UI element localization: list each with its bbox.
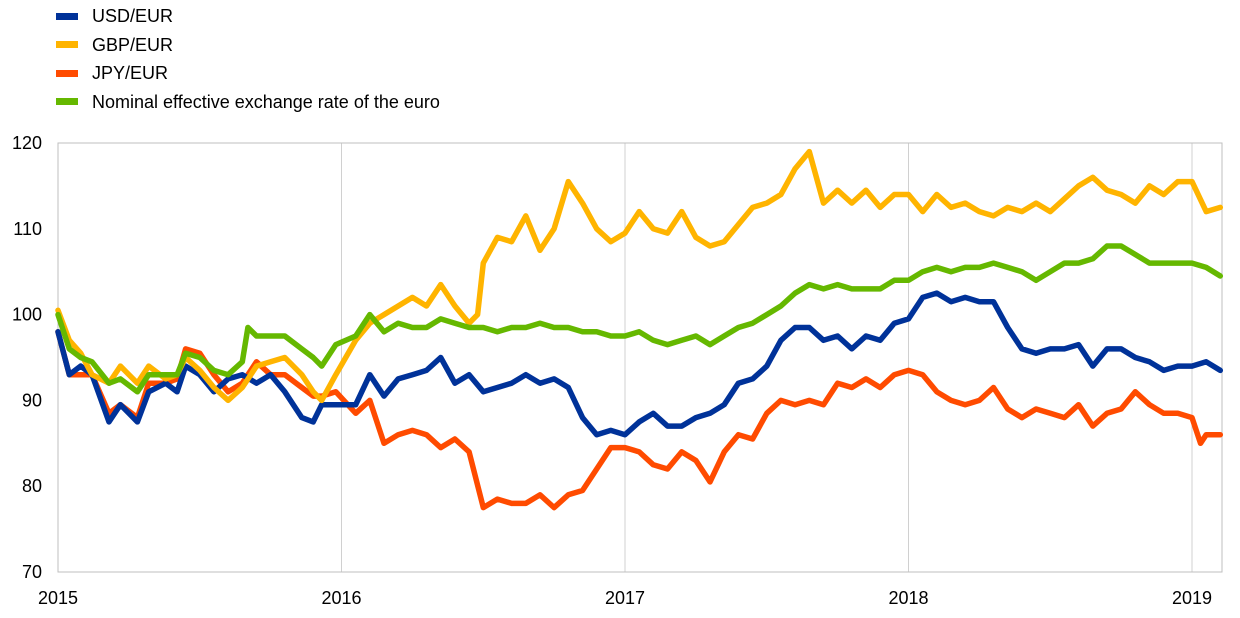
legend-swatch-neer (56, 98, 78, 106)
legend-label-jpy-eur: JPY/EUR (92, 63, 169, 84)
y-tick-label-90: 90 (22, 390, 42, 410)
grid (341, 143, 1193, 572)
x-tick-label-2018: 2018 (888, 588, 928, 608)
y-tick-label-70: 70 (22, 562, 42, 582)
x-tick-label-2017: 2017 (605, 588, 645, 608)
y-tick-label-110: 110 (13, 219, 42, 239)
y-tick-label-120: 120 (12, 133, 42, 153)
x-tick-label-2019: 2019 (1172, 588, 1212, 608)
legend-swatch-jpy-eur (56, 69, 78, 77)
series-line-gbp-eur (55, 148, 1224, 404)
legend-label-gbp-eur: GBP/EUR (92, 34, 174, 55)
series-line-neer (55, 243, 1224, 395)
y-tick-label-100: 100 (12, 305, 42, 325)
series-lines (55, 148, 1224, 511)
x-tick-label-2015: 2015 (38, 588, 78, 608)
legend-swatch-usd-eur (56, 12, 78, 20)
legend-label-usd-eur: USD/EUR (92, 6, 174, 27)
legend-item-usd-eur: USD/EUR (56, 2, 440, 31)
legend-item-neer: Nominal effective exchange rate of the e… (56, 88, 440, 117)
plot-frame (57, 142, 1223, 573)
legend-item-jpy-eur: JPY/EUR (56, 59, 440, 88)
x-axis-ticks: 2015 2016 2017 2018 2019 (38, 588, 1212, 608)
y-axis-ticks: 70 80 90 100 110 120 (12, 133, 42, 582)
series-line-usd-eur (55, 290, 1224, 438)
y-tick-label-80: 80 (22, 476, 42, 496)
legend-swatch-gbp-eur (56, 41, 78, 49)
x-tick-label-2016: 2016 (321, 588, 361, 608)
legend-item-gbp-eur: GBP/EUR (56, 31, 440, 60)
legend-label-neer: Nominal effective exchange rate of the e… (92, 91, 440, 112)
legend: USD/EUR GBP/EUR JPY/EUR Nominal effectiv… (56, 2, 440, 116)
